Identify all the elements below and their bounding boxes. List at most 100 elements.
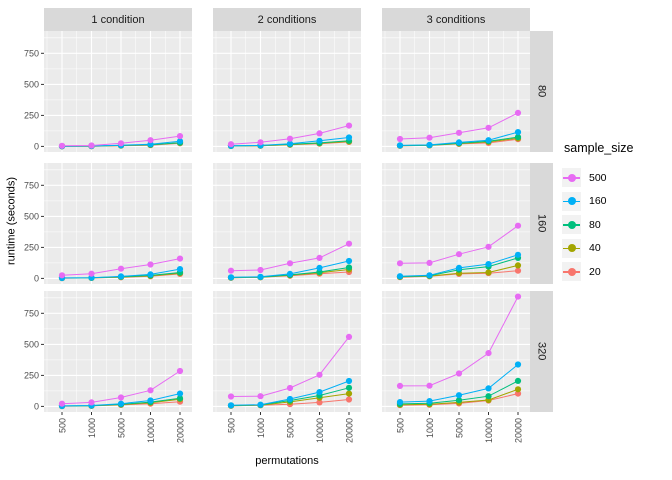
- data-point-500[interactable]: [514, 293, 522, 300]
- data-point-20[interactable]: [316, 399, 323, 406]
- data-point-160[interactable]: [176, 138, 184, 145]
- data-point-500[interactable]: [117, 140, 125, 147]
- data-point-500[interactable]: [286, 260, 294, 267]
- data-point-80[interactable]: [455, 397, 463, 404]
- data-point-500[interactable]: [514, 222, 522, 229]
- data-point-500[interactable]: [227, 393, 235, 400]
- data-point-500[interactable]: [227, 141, 235, 148]
- data-point-160[interactable]: [257, 273, 264, 280]
- data-point-80[interactable]: [514, 134, 522, 141]
- data-point-500[interactable]: [396, 135, 404, 143]
- data-point-500[interactable]: [176, 255, 184, 262]
- data-point-500[interactable]: [257, 393, 264, 400]
- data-point-500[interactable]: [345, 240, 353, 247]
- data-point-500[interactable]: [88, 399, 95, 406]
- data-point-160[interactable]: [345, 134, 353, 141]
- data-point-160[interactable]: [485, 261, 492, 268]
- data-point-500[interactable]: [316, 254, 323, 261]
- data-point-40[interactable]: [514, 262, 522, 269]
- data-point-500[interactable]: [396, 260, 404, 267]
- data-point-160[interactable]: [176, 266, 184, 273]
- data-point-500[interactable]: [345, 333, 353, 340]
- data-point-500[interactable]: [257, 266, 264, 274]
- data-point-500[interactable]: [455, 370, 463, 377]
- data-point-500[interactable]: [455, 129, 463, 136]
- data-point-80[interactable]: [176, 395, 184, 402]
- data-point-500[interactable]: [426, 134, 433, 141]
- data-point-160[interactable]: [426, 272, 433, 279]
- data-point-160[interactable]: [286, 270, 294, 277]
- data-point-160[interactable]: [455, 392, 463, 399]
- data-point-500[interactable]: [316, 371, 323, 378]
- data-point-160[interactable]: [396, 142, 404, 149]
- data-point-500[interactable]: [257, 139, 264, 146]
- data-point-80[interactable]: [345, 384, 353, 391]
- data-point-500[interactable]: [117, 265, 125, 272]
- data-point-160[interactable]: [286, 140, 294, 147]
- data-point-500[interactable]: [286, 135, 294, 142]
- data-point-500[interactable]: [117, 394, 125, 401]
- data-point-160[interactable]: [316, 264, 323, 271]
- data-point-500[interactable]: [286, 384, 294, 392]
- data-point-500[interactable]: [485, 124, 492, 131]
- data-point-160[interactable]: [227, 402, 235, 409]
- data-point-500[interactable]: [147, 261, 154, 268]
- data-point-500[interactable]: [345, 122, 353, 129]
- data-point-160[interactable]: [485, 137, 492, 144]
- legend-entry-160[interactable]: 160: [562, 190, 633, 214]
- data-point-160[interactable]: [514, 129, 522, 136]
- data-point-500[interactable]: [485, 243, 492, 250]
- data-point-160[interactable]: [257, 401, 264, 408]
- data-point-500[interactable]: [58, 142, 66, 149]
- data-point-160[interactable]: [227, 274, 235, 281]
- data-point-160[interactable]: [117, 400, 125, 407]
- data-point-160[interactable]: [455, 139, 463, 146]
- data-point-160[interactable]: [345, 257, 353, 265]
- legend-entry-20[interactable]: 20: [562, 260, 633, 284]
- data-point-160[interactable]: [514, 251, 522, 258]
- data-point-40[interactable]: [345, 390, 353, 397]
- data-point-80[interactable]: [485, 393, 492, 400]
- data-point-160[interactable]: [316, 137, 323, 144]
- data-point-500[interactable]: [176, 133, 184, 140]
- data-point-160[interactable]: [316, 389, 323, 396]
- data-point-500[interactable]: [396, 382, 404, 389]
- data-point-160[interactable]: [396, 399, 404, 406]
- data-point-500[interactable]: [147, 387, 154, 394]
- data-point-20[interactable]: [345, 396, 353, 403]
- data-point-160[interactable]: [117, 273, 125, 280]
- data-point-500[interactable]: [485, 350, 492, 357]
- data-point-20[interactable]: [514, 267, 522, 274]
- data-point-160[interactable]: [176, 390, 184, 397]
- data-point-40[interactable]: [514, 386, 522, 393]
- data-point-80[interactable]: [514, 377, 522, 384]
- data-point-160[interactable]: [485, 385, 492, 392]
- data-point-500[interactable]: [88, 270, 95, 277]
- legend-entry-80[interactable]: 80: [562, 213, 633, 237]
- data-point-500[interactable]: [514, 109, 522, 116]
- data-point-500[interactable]: [426, 259, 433, 266]
- data-point-500[interactable]: [426, 382, 433, 389]
- data-point-500[interactable]: [227, 267, 235, 274]
- data-point-500[interactable]: [147, 137, 154, 144]
- data-point-500[interactable]: [88, 142, 95, 149]
- data-point-160[interactable]: [147, 271, 154, 278]
- legend-entry-500[interactable]: 500: [562, 166, 633, 190]
- data-point-160[interactable]: [426, 141, 433, 148]
- data-point-500[interactable]: [176, 367, 184, 375]
- data-point-500[interactable]: [455, 251, 463, 258]
- data-point-160[interactable]: [147, 397, 154, 404]
- data-point-80[interactable]: [345, 264, 353, 271]
- data-point-160[interactable]: [455, 264, 463, 271]
- data-point-160[interactable]: [426, 398, 433, 405]
- data-point-20[interactable]: [514, 390, 522, 397]
- data-point-500[interactable]: [316, 130, 323, 137]
- data-point-160[interactable]: [345, 377, 353, 385]
- data-point-160[interactable]: [396, 273, 404, 280]
- data-point-160[interactable]: [514, 361, 522, 368]
- legend-entry-40[interactable]: 40: [562, 237, 633, 261]
- data-point-500[interactable]: [58, 400, 66, 407]
- data-point-160[interactable]: [286, 395, 294, 403]
- data-point-40[interactable]: [485, 269, 492, 276]
- data-point-500[interactable]: [58, 272, 66, 279]
